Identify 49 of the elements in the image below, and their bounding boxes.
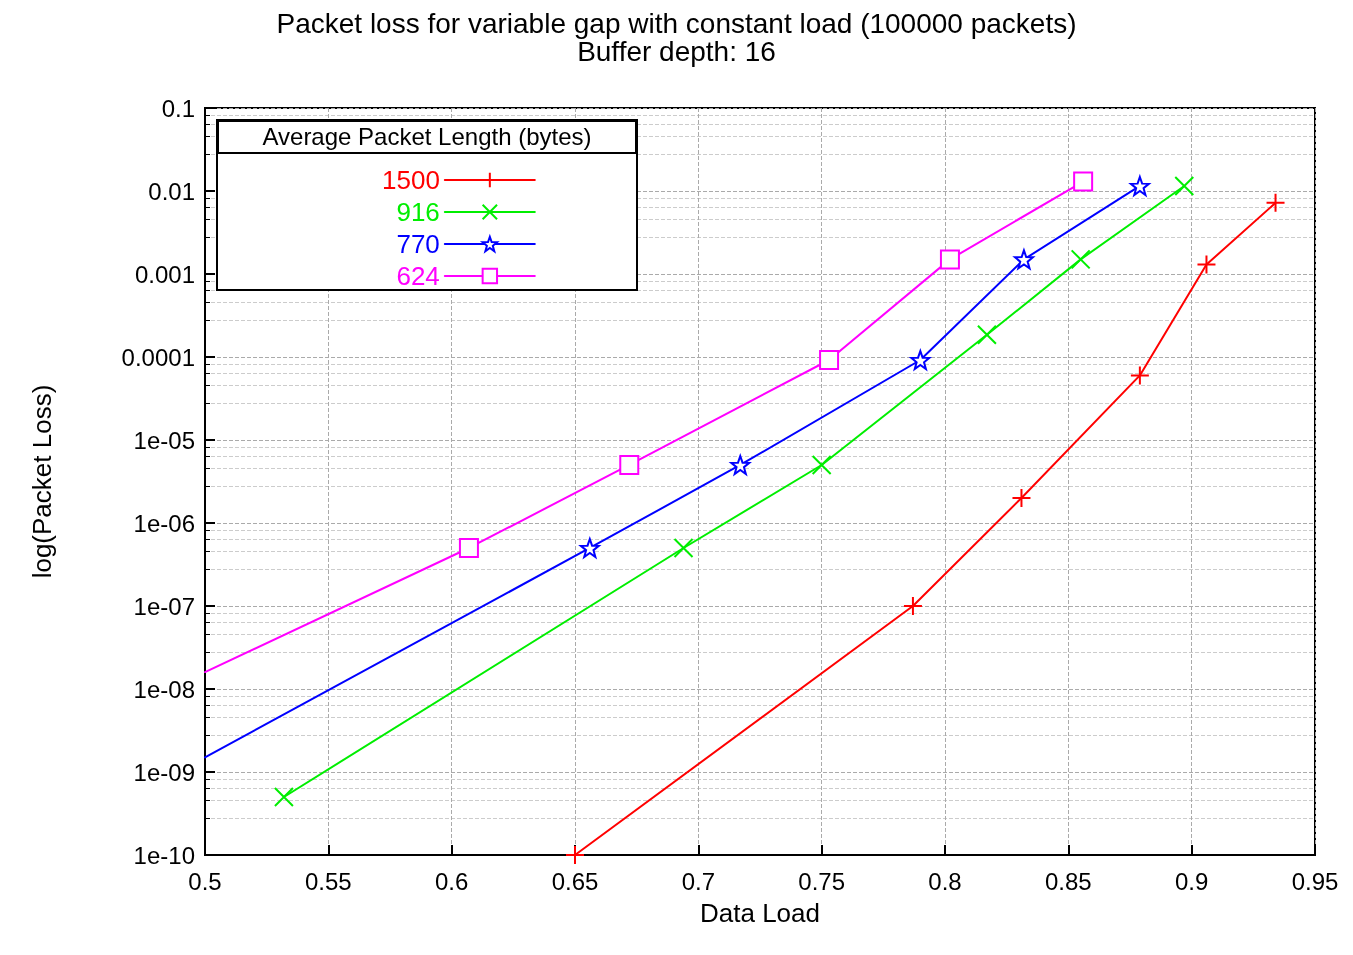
y-tick-label: 0.1 — [161, 94, 195, 122]
y-axis-title: log(Packet Loss) — [27, 384, 57, 579]
point — [1174, 175, 1195, 196]
x-tick-label: 0.8 — [928, 867, 962, 895]
legend-title-box: Average Packet Length (bytes) — [217, 120, 637, 154]
y-tick-label: 0.01 — [148, 177, 195, 205]
point — [976, 324, 997, 345]
x-tick-label: 0.75 — [798, 867, 846, 895]
x-tick-label: 0.65 — [551, 867, 599, 895]
y-tick-label: 1e-09 — [133, 758, 195, 786]
x-tick-label: 0.5 — [188, 867, 222, 895]
point — [819, 350, 840, 371]
point — [1013, 249, 1034, 270]
point — [939, 249, 960, 270]
point — [1070, 249, 1091, 270]
y-tick-label: 1e-05 — [133, 426, 195, 454]
x-tick-label: 0.7 — [681, 867, 716, 895]
legend-label: 916 — [396, 197, 440, 227]
point — [1011, 488, 1032, 509]
x-tick-label: 0.6 — [434, 867, 469, 895]
y-tick-label: 0.001 — [134, 260, 195, 288]
x-tick-label: 0.95 — [1291, 867, 1339, 895]
x-tick-label: 0.9 — [1174, 867, 1209, 895]
point — [910, 350, 931, 371]
point — [565, 845, 585, 865]
x-axis-title: Data Load — [700, 898, 820, 928]
point — [579, 537, 600, 558]
point — [730, 454, 751, 475]
legend-label: 770 — [396, 229, 440, 259]
legend-label: 1500 — [382, 165, 440, 195]
x-tick-label: 0.55 — [304, 867, 352, 895]
y-tick-label: 0.0001 — [121, 343, 195, 371]
point — [673, 537, 694, 558]
point — [902, 596, 923, 616]
point — [273, 786, 294, 807]
x-tick-label: 0.85 — [1044, 867, 1092, 895]
point — [1196, 254, 1217, 275]
point — [1129, 365, 1150, 386]
point — [1265, 192, 1286, 213]
y-tick-label: 1e-08 — [133, 675, 195, 703]
y-tick-label: 1e-06 — [133, 509, 195, 537]
point — [619, 454, 640, 475]
point — [811, 454, 832, 475]
legend-label: 624 — [396, 261, 440, 291]
point — [1073, 171, 1094, 192]
y-tick-label: 1e-10 — [133, 841, 195, 869]
point — [1129, 175, 1150, 196]
y-tick-label: 1e-07 — [133, 592, 195, 620]
point — [458, 537, 479, 558]
